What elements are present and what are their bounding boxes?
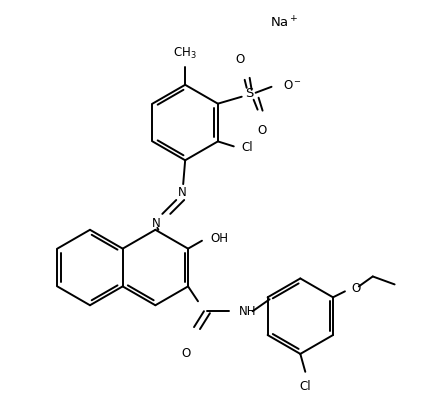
- Text: Cl: Cl: [300, 380, 311, 393]
- Text: OH: OH: [210, 232, 228, 245]
- Text: Na$^+$: Na$^+$: [270, 16, 298, 31]
- Text: N: N: [178, 185, 187, 199]
- Text: NH: NH: [239, 305, 256, 318]
- Text: O: O: [181, 347, 191, 360]
- Text: O$^-$: O$^-$: [284, 79, 303, 92]
- Text: Cl: Cl: [242, 141, 253, 154]
- Text: N: N: [152, 217, 161, 230]
- Text: O: O: [235, 53, 244, 66]
- Text: S: S: [246, 87, 254, 100]
- Text: O: O: [257, 123, 266, 137]
- Text: CH$_3$: CH$_3$: [173, 46, 197, 61]
- Text: O: O: [351, 282, 360, 295]
